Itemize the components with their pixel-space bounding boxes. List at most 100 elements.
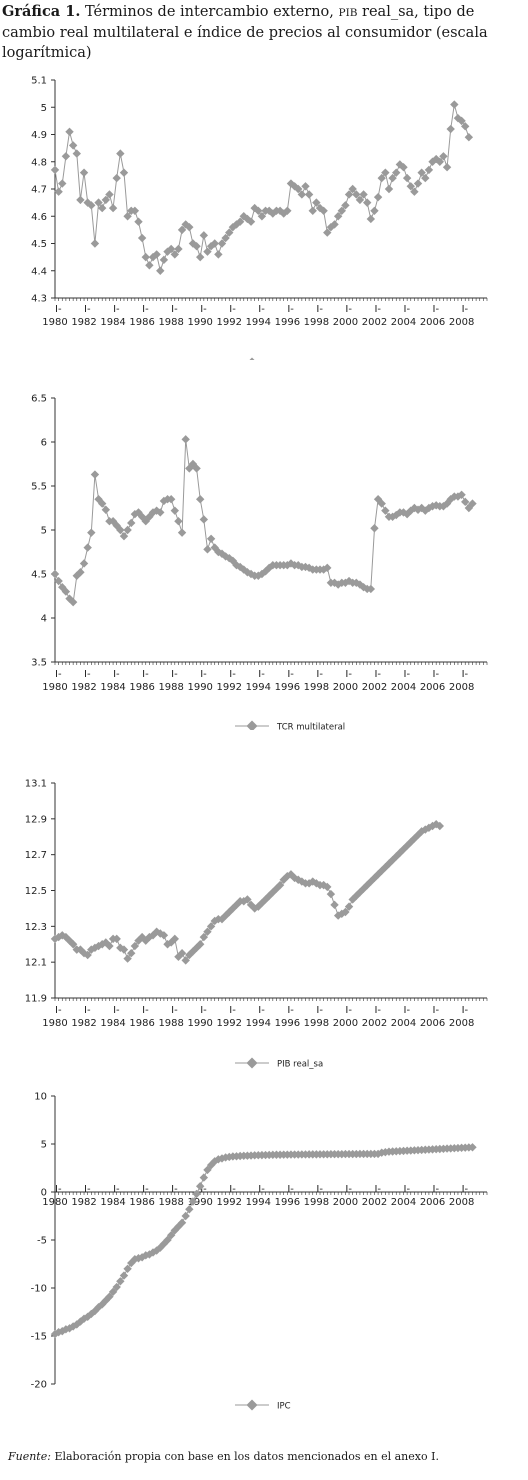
data-point bbox=[61, 152, 71, 161]
y-tick-label: 6 bbox=[41, 438, 47, 449]
data-point bbox=[156, 266, 165, 275]
data-point bbox=[235, 217, 245, 226]
y-tick-label: 12.7 bbox=[25, 850, 47, 861]
data-point bbox=[76, 195, 85, 205]
data-point bbox=[453, 492, 463, 501]
data-point bbox=[323, 228, 332, 237]
data-point bbox=[399, 163, 408, 172]
data-point bbox=[76, 568, 85, 577]
x-tick-label: 1980 bbox=[42, 317, 67, 328]
data-point bbox=[388, 173, 397, 183]
data-point bbox=[87, 201, 96, 210]
x-tick-label: 1988 bbox=[158, 1197, 183, 1208]
x-tick-prefix: I- bbox=[462, 669, 469, 680]
x-tick-label: 2008 bbox=[449, 1197, 474, 1208]
y-tick-label: 5.5 bbox=[31, 482, 47, 493]
x-tick-label: 1998 bbox=[304, 317, 329, 328]
data-point bbox=[87, 945, 96, 954]
y-tick-label: 12.3 bbox=[25, 922, 47, 933]
y-tick-label: 4.3 bbox=[31, 294, 47, 305]
data-point bbox=[130, 206, 140, 215]
x-tick-label: 2006 bbox=[420, 317, 445, 328]
x-tick-prefix: I- bbox=[55, 304, 62, 315]
data-point bbox=[341, 201, 350, 210]
x-tick-prefix: I- bbox=[433, 669, 440, 680]
data-point bbox=[337, 206, 346, 215]
data-point bbox=[68, 141, 78, 150]
data-point bbox=[457, 116, 466, 126]
x-tick-label: 1992 bbox=[217, 1197, 242, 1208]
data-point bbox=[101, 505, 111, 514]
x-tick-prefix: I- bbox=[258, 1184, 265, 1195]
data-point bbox=[196, 940, 205, 949]
data-point bbox=[127, 518, 136, 528]
x-tick-prefix: I- bbox=[433, 1184, 440, 1195]
y-tick-label: 4.4 bbox=[31, 266, 47, 277]
legend-label: IPC bbox=[277, 1402, 291, 1412]
title-pib: PIB bbox=[338, 7, 358, 19]
x-tick-prefix: I- bbox=[84, 1184, 91, 1195]
x-tick-label: 1998 bbox=[304, 1197, 329, 1208]
y-tick-label: 4.7 bbox=[31, 185, 47, 196]
data-point bbox=[177, 528, 187, 537]
x-tick-label: 2004 bbox=[391, 682, 416, 693]
data-point bbox=[308, 206, 317, 215]
x-tick-label: 2008 bbox=[449, 317, 474, 328]
data-point bbox=[352, 891, 361, 901]
data-point bbox=[105, 190, 114, 199]
x-tick-prefix: I- bbox=[316, 669, 323, 680]
legend-label: TCR multilateral bbox=[276, 723, 345, 731]
x-tick-label: 1998 bbox=[304, 682, 329, 693]
data-point bbox=[457, 490, 466, 499]
data-point bbox=[421, 173, 430, 183]
x-tick-prefix: I- bbox=[316, 1184, 323, 1195]
x-tick-prefix: I- bbox=[287, 1005, 294, 1016]
data-point bbox=[352, 190, 361, 199]
data-point bbox=[177, 225, 187, 235]
data-point bbox=[370, 524, 379, 533]
data-point bbox=[97, 499, 107, 508]
x-tick-prefix: I- bbox=[404, 1005, 411, 1016]
data-point bbox=[254, 206, 263, 215]
y-tick-label: 11.9 bbox=[25, 994, 47, 1005]
data-point bbox=[370, 206, 379, 215]
data-point bbox=[177, 1218, 187, 1227]
data-point bbox=[461, 122, 470, 131]
x-tick-prefix: I- bbox=[374, 669, 381, 680]
x-tick-label: 1994 bbox=[246, 1197, 271, 1208]
series-line bbox=[54, 1146, 473, 1335]
data-point bbox=[137, 233, 147, 243]
data-point bbox=[166, 495, 176, 504]
x-tick-prefix: I- bbox=[462, 1184, 469, 1195]
data-point bbox=[58, 179, 67, 188]
legend-label: TIE bbox=[276, 360, 290, 361]
data-point bbox=[83, 950, 92, 960]
x-tick-label: 2000 bbox=[333, 1018, 358, 1029]
data-point bbox=[330, 220, 339, 229]
x-tick-prefix: I- bbox=[404, 304, 411, 315]
x-tick-prefix: I- bbox=[404, 669, 411, 680]
x-tick-prefix: I- bbox=[258, 669, 265, 680]
x-tick-prefix: I- bbox=[113, 304, 120, 315]
title-text-2: real_sa, tipo de cambio real multilatera… bbox=[2, 4, 488, 61]
chart-ipc: -20 -15 -10 -5 0 5 10 I- 1980 I- 1982 I- 1984 I- 1986 I… bbox=[31, 1092, 488, 1412]
x-tick-label: 1992 bbox=[217, 317, 242, 328]
data-point bbox=[373, 870, 383, 879]
figure-title: Gráfica 1. Términos de intercambio exter… bbox=[2, 2, 526, 63]
x-tick-prefix: I- bbox=[433, 304, 440, 315]
data-point bbox=[464, 133, 474, 142]
data-point bbox=[152, 250, 161, 259]
data-point bbox=[119, 945, 129, 954]
data-point bbox=[464, 503, 474, 513]
data-point bbox=[196, 1182, 205, 1191]
x-tick-label: 1982 bbox=[71, 682, 96, 693]
x-tick-prefix: I- bbox=[462, 304, 469, 315]
data-point bbox=[225, 228, 234, 237]
x-tick-prefix: I- bbox=[113, 1184, 120, 1195]
x-tick-prefix: I- bbox=[142, 304, 149, 315]
x-tick-prefix: I- bbox=[84, 304, 91, 315]
data-point bbox=[344, 902, 354, 911]
data-point bbox=[279, 875, 288, 884]
y-tick-label: 12.5 bbox=[25, 886, 47, 897]
y-tick-label: 5 bbox=[41, 1140, 47, 1151]
